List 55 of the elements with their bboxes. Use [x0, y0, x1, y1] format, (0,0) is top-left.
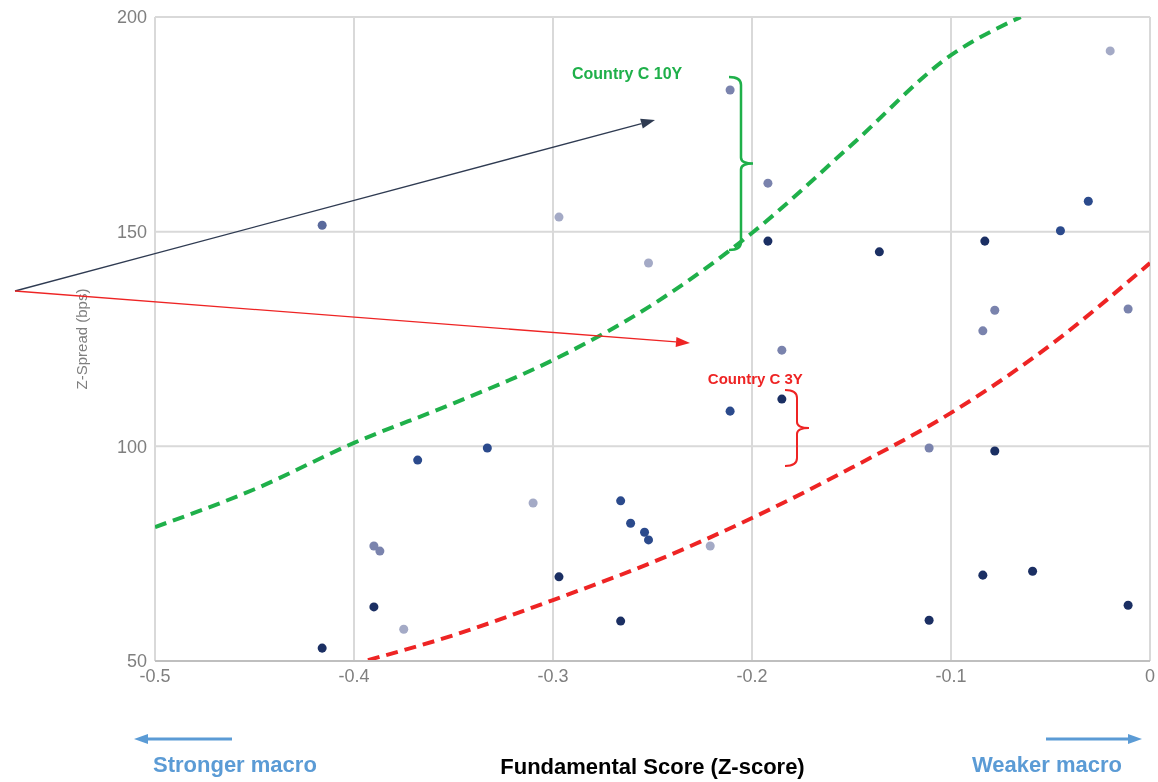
point	[369, 541, 379, 551]
y-axis-title: Z-Spread (bps)	[73, 288, 91, 390]
y-tick-label: 150	[116, 222, 147, 243]
point	[1105, 46, 1115, 56]
point	[725, 85, 735, 95]
point	[413, 455, 423, 465]
annotation: Country C 10Y	[572, 65, 683, 82]
point	[369, 602, 379, 612]
point	[725, 406, 735, 416]
point	[1083, 196, 1093, 206]
point	[626, 518, 636, 528]
point	[317, 643, 327, 653]
point	[874, 247, 884, 257]
point	[644, 258, 654, 268]
x-tick-label: -0.1	[935, 665, 967, 686]
point	[375, 546, 385, 556]
point	[978, 570, 988, 580]
point	[1123, 600, 1133, 610]
point	[990, 305, 1000, 315]
x-tick-label: -0.2	[736, 665, 768, 686]
point	[980, 236, 990, 246]
point	[399, 624, 409, 634]
x-tick-label: -0.3	[537, 665, 569, 686]
point	[482, 443, 492, 453]
point	[1123, 304, 1133, 314]
point	[763, 236, 773, 246]
point	[763, 178, 773, 188]
point	[317, 220, 327, 230]
point	[554, 212, 564, 222]
point	[616, 496, 626, 506]
point	[644, 535, 654, 545]
x-axis-title: Fundamental Score (Z-score)	[500, 754, 805, 779]
point	[1055, 226, 1065, 236]
point	[616, 616, 626, 626]
point	[528, 498, 538, 508]
point	[990, 446, 1000, 456]
y-tick-label: 100	[116, 436, 147, 457]
point	[924, 615, 934, 625]
point	[978, 326, 988, 336]
line-series	[155, 17, 1023, 530]
point	[1028, 566, 1038, 576]
y-tick-label: 50	[126, 651, 147, 672]
point	[640, 527, 650, 537]
text: Stronger macro	[153, 752, 317, 777]
x-tick-label: 0	[1144, 665, 1156, 686]
annotation: Country C 3Y	[707, 370, 803, 388]
line-series	[365, 261, 1150, 661]
text: Weaker macro	[971, 752, 1122, 777]
point	[924, 443, 934, 453]
point	[705, 541, 715, 551]
point	[777, 345, 787, 355]
y-tick-label: 200	[116, 7, 147, 28]
point	[777, 394, 787, 404]
point	[554, 572, 564, 582]
x-tick-label: -0.4	[338, 665, 370, 686]
